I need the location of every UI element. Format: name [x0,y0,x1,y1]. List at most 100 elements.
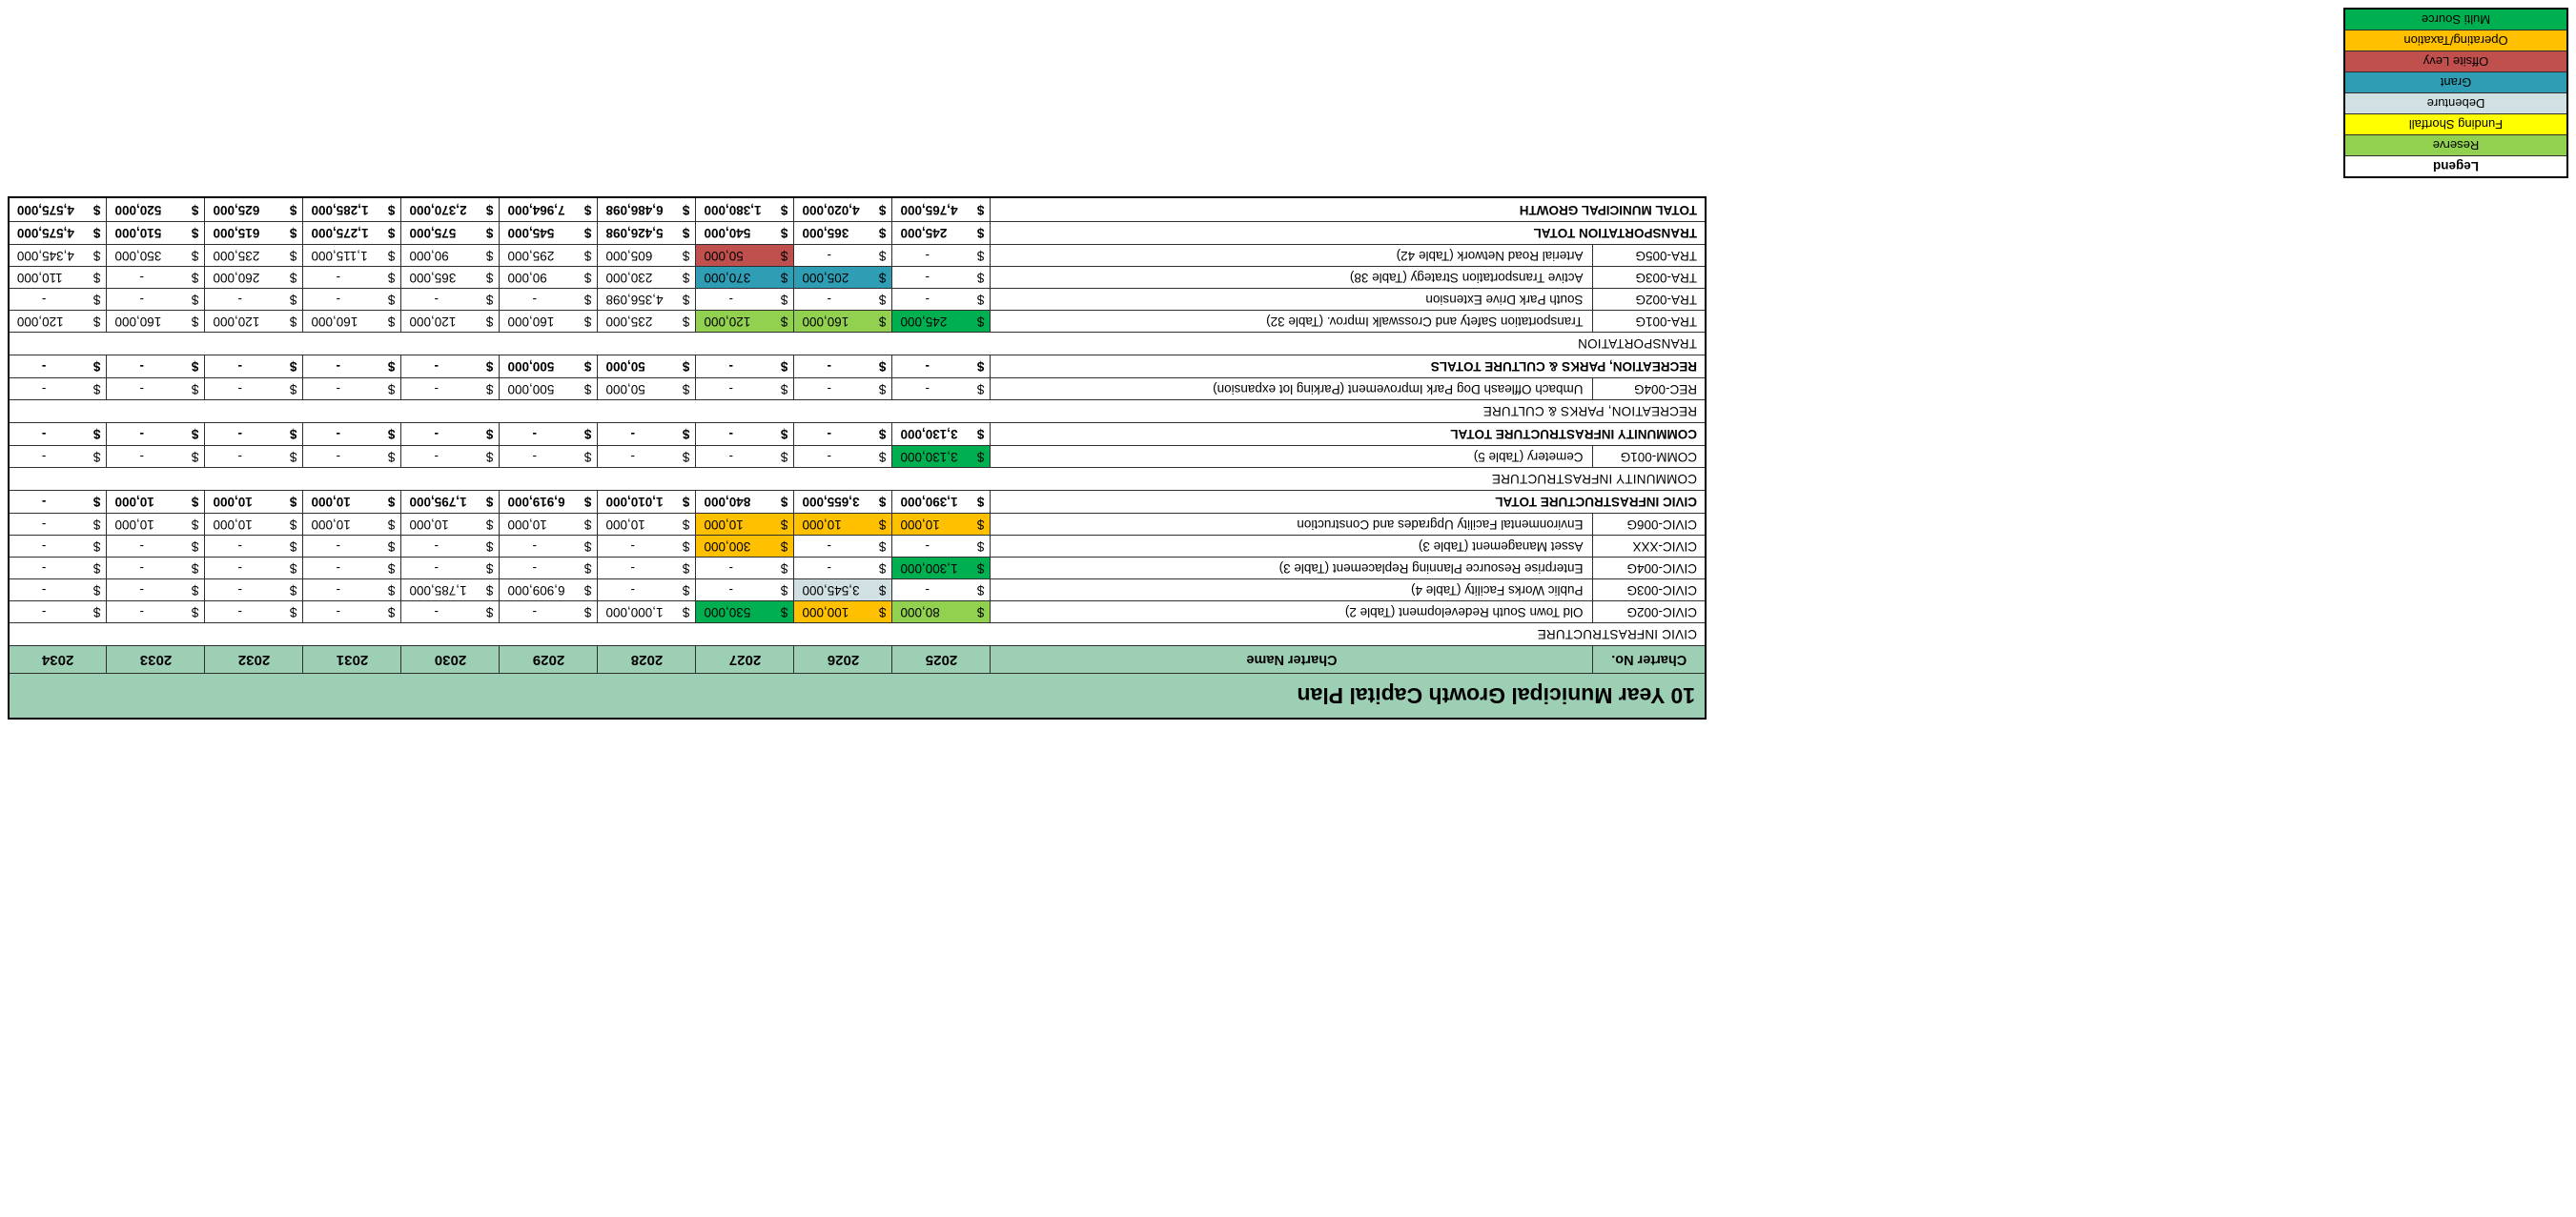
currency-symbol: $ [387,293,396,307]
amount-cell: $7,964,000 [500,197,598,222]
amount-value: - [41,359,47,374]
legend-item-offsite_levy: Offsite Levy [2345,51,2566,71]
currency-symbol: $ [583,583,592,598]
amount-value: 4,575,000 [16,203,74,217]
charter-no: TRA-002G [1593,288,1706,311]
currency-symbol: $ [878,517,887,532]
currency-symbol: $ [191,203,199,217]
charter-row: TRA-001G Transportation Safety and Crossw… [8,310,1706,333]
amount-value: - [336,450,341,464]
legend-item-reserve: Reserve [2345,134,2566,155]
column-header-charter-name: Charter Name [991,645,1593,674]
amount-value: 160,000 [507,314,555,329]
amount-cell: $ - [205,288,303,311]
currency-symbol: $ [878,495,887,509]
amount-value: - [139,583,145,598]
amount-cell: $50,000 [598,355,696,378]
amount-value: - [336,359,341,374]
currency-symbol: $ [682,314,690,329]
section-header-row: COMMUNITY INFRASTRUCTURE [8,467,1706,491]
amount-value: - [41,583,47,598]
currency-symbol: $ [780,450,788,464]
amount-cell: $ - [107,266,205,289]
amount-value: - [925,249,930,263]
amount-value: - [434,450,440,464]
amount-value: - [827,249,832,263]
currency-symbol: $ [191,226,199,240]
amount-cell: $ - [794,244,892,267]
amount-cell: $ - [107,600,205,623]
amount-value: - [827,450,832,464]
currency-symbol: $ [92,495,101,509]
legend-item-operating_taxation: Operating/Taxation [2345,30,2566,51]
currency-symbol: $ [289,293,297,307]
currency-symbol: $ [289,359,297,374]
currency-symbol: $ [583,226,592,240]
column-header-charter-no-: Charter No. [1593,645,1706,674]
amount-cell: $80,000 [892,600,991,623]
currency-symbol: $ [878,561,887,576]
amount-cell: $ - [696,355,794,378]
amount-cell: $6,919,000 [500,490,598,514]
charter-row: CIVIC-006G Environmental Facility Upgrade… [8,513,1706,536]
amount-value: 10,000 [704,517,744,532]
amount-cell: $ - [500,557,598,579]
currency-symbol: $ [387,450,396,464]
amount-cell: $50,000 [696,244,794,267]
currency-symbol: $ [780,314,788,329]
currency-symbol: $ [780,561,788,576]
amount-value: - [139,450,145,464]
amount-value: - [237,583,243,598]
section-label: TRANSPORTATION [8,332,1706,355]
section-label: CIVIC INFRASTRUCTURE [8,622,1706,646]
currency-symbol: $ [92,605,101,619]
amount-cell: $ - [401,600,500,623]
amount-cell: $540,000 [696,221,794,245]
column-header-2026: 2026 [794,645,892,674]
charter-no: CIVIC-003G [1593,578,1706,601]
legend-item-multi_source: Multi Source [2345,10,2566,30]
amount-value: 10,000 [311,517,351,532]
currency-symbol: $ [485,293,494,307]
currency-symbol: $ [682,605,690,619]
amount-value: 3,130,000 [900,450,958,464]
amount-value: - [630,427,636,441]
amount-cell: $ - [794,355,892,378]
amount-value: 3,655,000 [802,495,860,509]
amount-cell: $ - [598,535,696,558]
currency-symbol: $ [583,427,592,441]
currency-symbol: $ [780,359,788,374]
currency-symbol: $ [583,249,592,263]
amount-value: - [532,561,538,576]
legend-items: Reserve Funding Shortfall Debenture Grant Of… [2345,10,2566,155]
currency-symbol: $ [780,517,788,532]
amount-cell: $ - [8,422,107,446]
amount-cell: $ - [500,535,598,558]
currency-symbol: $ [387,382,396,396]
amount-cell: $ - [696,377,794,400]
amount-cell: $230,000 [598,266,696,289]
amount-value: 120,000 [409,314,457,329]
currency-symbol: $ [387,539,396,554]
amount-cell: $10,000 [401,513,500,536]
total-label: COMMUNITY INFRASTRUCTURE TOTAL [991,422,1706,446]
column-header-2028: 2028 [598,645,696,674]
section-label: RECREATION, PARKS & CULTURE [8,399,1706,423]
amount-cell: $ - [794,288,892,311]
charter-row: TRA-003G Active Transportation Strategy (… [8,266,1706,289]
currency-symbol: $ [682,427,690,441]
currency-symbol: $ [976,450,985,464]
currency-symbol: $ [485,605,494,619]
currency-symbol: $ [485,495,494,509]
currency-symbol: $ [387,561,396,576]
amount-cell: $ - [892,377,991,400]
amount-cell: $10,000 [107,513,205,536]
amount-value: - [728,382,734,396]
total-label: RECREATION, PARKS & CULTURE TOTALS [991,355,1706,378]
amount-cell: $ - [303,377,401,400]
amount-cell: $ - [892,535,991,558]
amount-value: 1,390,000 [900,495,958,509]
currency-symbol: $ [780,539,788,554]
amount-cell: $295,000 [500,244,598,267]
currency-symbol: $ [780,293,788,307]
